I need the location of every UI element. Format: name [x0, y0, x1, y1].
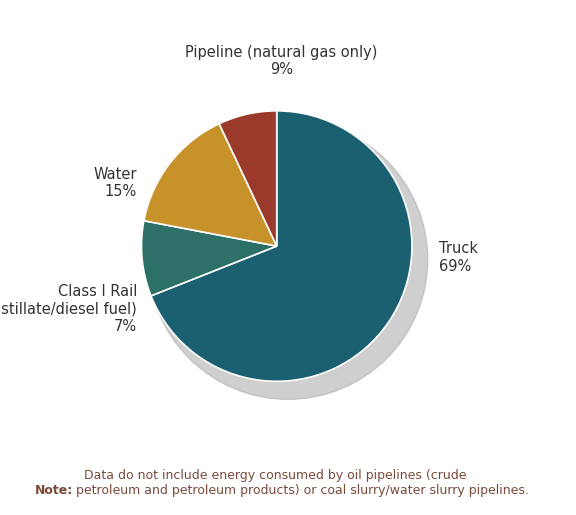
Wedge shape — [144, 124, 276, 246]
Wedge shape — [151, 111, 412, 381]
Text: Water
15%: Water 15% — [93, 167, 137, 199]
Circle shape — [148, 120, 428, 399]
Text: Note:: Note: — [35, 484, 73, 497]
Wedge shape — [142, 221, 276, 296]
Wedge shape — [219, 111, 276, 246]
Text: Pipeline (natural gas only)
9%: Pipeline (natural gas only) 9% — [185, 45, 377, 77]
Text: Data do not include energy consumed by oil pipelines (crude
petroleum and petrol: Data do not include energy consumed by o… — [76, 469, 529, 497]
Text: Class I Rail
(Distillate/diesel fuel)
7%: Class I Rail (Distillate/diesel fuel) 7% — [0, 284, 137, 334]
Text: Truck
69%: Truck 69% — [439, 241, 478, 273]
